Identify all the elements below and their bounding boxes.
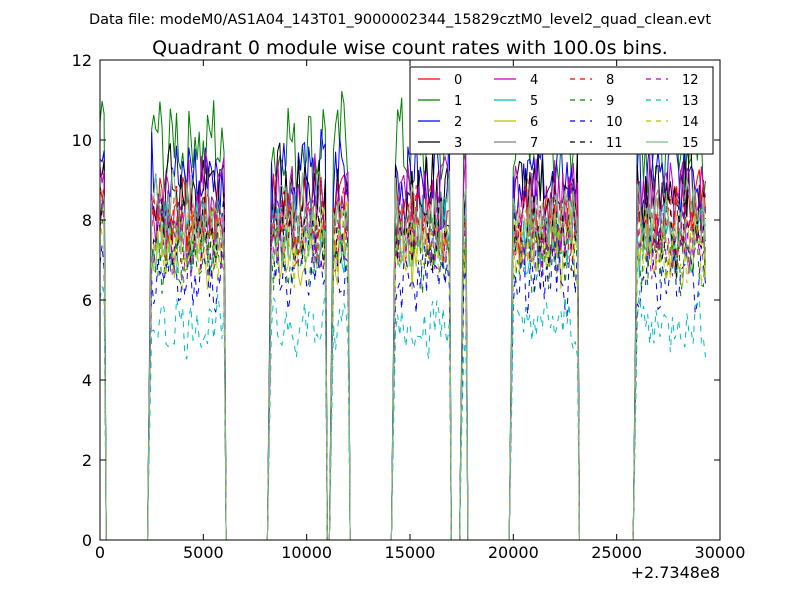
series-layer bbox=[100, 87, 706, 540]
x-tick-label: 15000 bbox=[385, 543, 436, 562]
series-line-9 bbox=[100, 209, 706, 540]
series-line-13 bbox=[100, 286, 706, 540]
series-line-4 bbox=[100, 151, 706, 540]
series-line-7 bbox=[100, 183, 706, 540]
legend-label-7: 7 bbox=[530, 136, 538, 151]
x-tick-label: 25000 bbox=[591, 543, 642, 562]
legend-label-13: 13 bbox=[682, 94, 699, 109]
series-line-12 bbox=[100, 196, 706, 540]
legend-label-15: 15 bbox=[682, 136, 699, 151]
x-tick-label: 5000 bbox=[183, 543, 224, 562]
x-offset-label: +2.7348e8 bbox=[631, 563, 720, 582]
legend-label-11: 11 bbox=[606, 136, 623, 151]
legend-label-9: 9 bbox=[606, 94, 614, 109]
x-tick-label: 30000 bbox=[695, 543, 746, 562]
legend-label-12: 12 bbox=[682, 73, 699, 88]
y-tick-label: 8 bbox=[82, 211, 92, 230]
series-line-8 bbox=[100, 176, 706, 540]
legend-label-3: 3 bbox=[454, 136, 462, 151]
series-line-14 bbox=[100, 205, 706, 540]
legend-label-4: 4 bbox=[530, 73, 538, 88]
series-line-1 bbox=[100, 87, 706, 540]
legend-label-2: 2 bbox=[454, 115, 462, 130]
y-tick-label: 0 bbox=[82, 531, 92, 550]
legend-label-8: 8 bbox=[606, 73, 614, 88]
legend-label-5: 5 bbox=[530, 94, 538, 109]
legend-label-1: 1 bbox=[454, 94, 462, 109]
legend-box bbox=[409, 66, 714, 155]
x-tick-label: 20000 bbox=[488, 543, 539, 562]
legend-label-14: 14 bbox=[682, 115, 699, 130]
series-line-2 bbox=[100, 124, 706, 540]
series-line-11 bbox=[100, 187, 706, 540]
data-file-label: Data file: modeM0/AS1A04_143T01_90000023… bbox=[89, 12, 711, 28]
y-tick-label: 10 bbox=[72, 131, 92, 150]
y-tick-label: 4 bbox=[82, 371, 92, 390]
series-line-10 bbox=[100, 235, 706, 540]
x-tick-label: 10000 bbox=[281, 543, 332, 562]
series-line-15 bbox=[100, 168, 706, 540]
legend-label-6: 6 bbox=[530, 115, 538, 130]
y-tick-label: 6 bbox=[82, 291, 92, 310]
legend-label-10: 10 bbox=[606, 115, 623, 130]
chart-title: Quadrant 0 module wise count rates with … bbox=[152, 37, 668, 59]
y-tick-label: 2 bbox=[82, 451, 92, 470]
series-line-6 bbox=[100, 199, 706, 540]
series-line-5 bbox=[100, 191, 706, 540]
x-tick-label: 0 bbox=[95, 543, 105, 562]
legend-label-0: 0 bbox=[454, 73, 462, 88]
y-tick-label: 12 bbox=[72, 51, 92, 70]
